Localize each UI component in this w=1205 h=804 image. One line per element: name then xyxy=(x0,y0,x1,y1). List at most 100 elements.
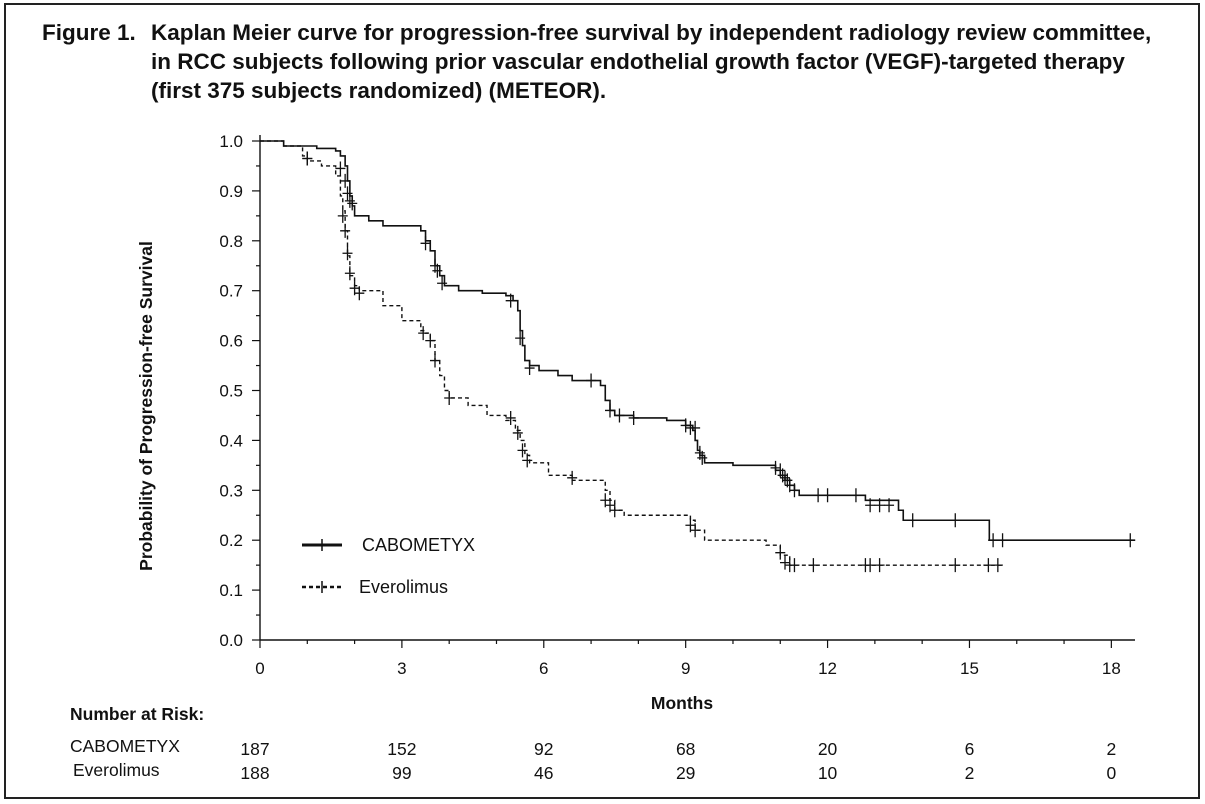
risk-table-header: Number at Risk: xyxy=(70,704,205,724)
cabometyx-censor-mark xyxy=(420,236,431,251)
risk-count: 29 xyxy=(675,763,696,783)
x-tick-label: 9 xyxy=(681,659,690,678)
cabometyx-censor-mark xyxy=(614,408,625,423)
y-tick-label: 0.6 xyxy=(219,332,243,351)
legend: CABOMETYX Everolimus xyxy=(302,535,475,597)
x-tick-label: 3 xyxy=(397,659,406,678)
cabometyx-censor-mark xyxy=(697,450,708,465)
curves xyxy=(260,140,1136,573)
cabometyx-censor-mark xyxy=(524,361,535,376)
cabometyx-censor-mark xyxy=(437,276,448,291)
cabometyx-censor-mark xyxy=(690,420,701,435)
y-tick-label: 0.5 xyxy=(219,382,243,401)
y-tick-label: 0.8 xyxy=(219,232,243,251)
everolimus-censor-mark xyxy=(505,410,516,425)
axes: 0.0 0.1 0.2 0.3 0.4 0.5 0.6 0.7 0.8 0.9 1.0 0 3 6 9 12 1… xyxy=(219,132,1135,678)
cabometyx-censor-mark xyxy=(680,418,691,433)
everolimus-censor-mark xyxy=(512,425,523,440)
y-tick-label: 0.0 xyxy=(219,631,243,650)
risk-count: 46 xyxy=(534,763,554,783)
everolimus-censor-mark xyxy=(567,470,578,485)
cabometyx-censor-mark xyxy=(1125,533,1136,548)
cabometyx-censor-mark xyxy=(515,331,526,346)
cabometyx-censor-mark xyxy=(874,498,885,513)
cabometyx-censor-mark xyxy=(789,483,800,498)
everolimus-censor-mark xyxy=(780,555,790,570)
y-tick-label: 0.7 xyxy=(219,282,243,301)
risk-count: 2 xyxy=(964,763,975,783)
everolimus-censor-mark xyxy=(690,523,701,538)
risk-count: 10 xyxy=(817,763,838,783)
cabometyx-censor-mark xyxy=(432,263,443,278)
everolimus-censor-mark xyxy=(302,151,313,166)
cabometyx-censor-mark xyxy=(586,373,597,388)
cabometyx-censor-mark xyxy=(347,196,358,211)
x-tick-label: 6 xyxy=(539,659,548,678)
x-tick-label: 18 xyxy=(1102,659,1121,678)
cabometyx-censor-mark xyxy=(505,293,516,308)
everolimus-censor-mark xyxy=(789,558,800,573)
everolimus-censor-mark xyxy=(444,390,455,405)
everolimus-censor-mark xyxy=(775,545,786,560)
cabometyx-censor-mark xyxy=(950,513,961,528)
x-tick-label: 0 xyxy=(255,659,264,678)
x-tick-label: 15 xyxy=(960,659,979,678)
everolimus-censor-mark xyxy=(340,223,351,238)
everolimus-censor-mark xyxy=(430,353,440,368)
figure-label: Figure 1. xyxy=(42,20,136,45)
risk-count: 99 xyxy=(392,763,412,783)
risk-count: 0 xyxy=(1106,763,1117,783)
cabometyx-censor-mark xyxy=(822,488,833,503)
y-tick-label: 1.0 xyxy=(219,132,243,151)
y-tick-label: 0.3 xyxy=(219,481,243,500)
everolimus-censor-mark xyxy=(950,558,961,573)
risk-count: 20 xyxy=(817,739,838,759)
everolimus-censor-mark xyxy=(808,558,819,573)
figure-title: Figure 1. Kaplan Meier curve for progres… xyxy=(42,18,1162,105)
y-tick-label: 0.2 xyxy=(219,531,243,550)
cabometyx-censor-mark xyxy=(340,173,351,188)
everolimus-censor-mark xyxy=(337,208,348,223)
everolimus-censor-mark xyxy=(983,558,994,573)
legend-label-cabometyx: CABOMETYX xyxy=(362,535,475,555)
everolimus-censor-mark xyxy=(609,503,620,518)
risk-count: 187 xyxy=(240,739,270,759)
cabometyx-censor-mark xyxy=(770,460,781,475)
everolimus-censor-mark xyxy=(425,333,436,348)
cabometyx-censor-mark xyxy=(988,533,999,548)
everolimus-censor-mark xyxy=(342,246,353,261)
x-tick-label: 12 xyxy=(818,659,837,678)
everolimus-censor-mark xyxy=(354,286,365,301)
everolimus-censor-mark xyxy=(344,266,355,281)
cabometyx-censor-mark xyxy=(850,488,861,503)
everolimus-censor-mark xyxy=(865,558,876,573)
y-tick-label: 0.1 xyxy=(219,581,243,600)
legend-label-everolimus: Everolimus xyxy=(359,577,448,597)
cabometyx-censor-mark xyxy=(865,498,876,513)
figure-frame xyxy=(4,3,1200,799)
cabometyx-censor-mark xyxy=(342,186,353,201)
cabometyx-censor-mark xyxy=(344,193,355,208)
risk-row-name: CABOMETYX xyxy=(70,736,180,756)
y-axis-title: Probability of Progression-free Survival xyxy=(136,241,156,571)
cabometyx-censor-mark xyxy=(628,410,639,425)
risk-row-name: Everolimus xyxy=(73,760,160,780)
x-axis-title: Months xyxy=(651,693,713,713)
cabometyx-censor-mark xyxy=(884,498,895,513)
cabometyx-censor-mark xyxy=(813,488,824,503)
risk-count: 152 xyxy=(387,739,417,759)
everolimus-censor-mark xyxy=(517,443,528,458)
cabometyx-curve xyxy=(260,140,1135,541)
risk-count: 92 xyxy=(534,739,554,759)
risk-count: 2 xyxy=(1106,739,1117,759)
figure-caption: Kaplan Meier curve for progression-free … xyxy=(151,20,1152,103)
cabometyx-censor-mark xyxy=(780,470,790,485)
everolimus-censor-mark xyxy=(522,453,533,468)
risk-count: 6 xyxy=(964,739,975,759)
cabometyx-censor-mark xyxy=(605,403,615,418)
everolimus-censor-mark xyxy=(418,326,429,341)
risk-count: 68 xyxy=(675,739,696,759)
everolimus-curve xyxy=(260,140,1003,566)
cabometyx-censor-mark xyxy=(907,513,918,528)
